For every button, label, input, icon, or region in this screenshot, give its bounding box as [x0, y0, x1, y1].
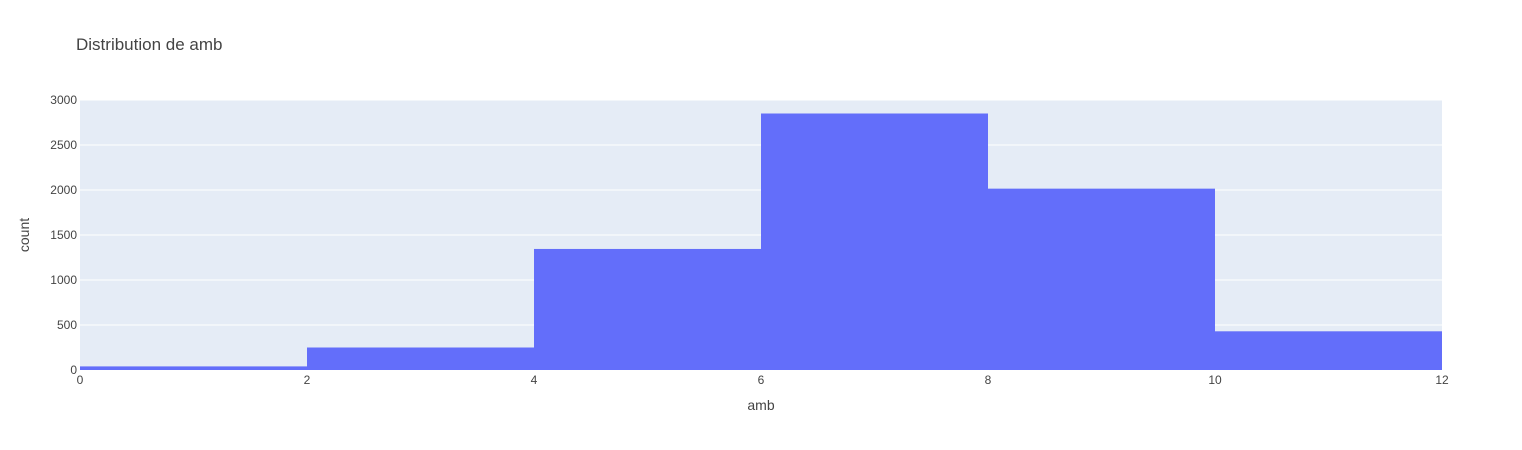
bars [80, 113, 1442, 370]
y-tick-label: 0 [70, 363, 77, 377]
histogram-bar [1215, 331, 1442, 370]
histogram-bar [80, 366, 307, 370]
x-tick-label: 12 [1435, 373, 1449, 387]
histogram-bar [534, 248, 761, 370]
chart-title: Distribution de amb [76, 35, 222, 54]
x-tick-label: 8 [985, 373, 992, 387]
x-axis-ticks: 0 2 4 6 8 10 12 [77, 373, 1449, 387]
x-tick-label: 6 [758, 373, 765, 387]
y-tick-label: 500 [57, 318, 77, 332]
histogram-bar [307, 347, 534, 370]
x-tick-label: 0 [77, 373, 84, 387]
y-axis-label: count [16, 218, 32, 252]
x-tick-label: 10 [1208, 373, 1222, 387]
x-tick-label: 4 [531, 373, 538, 387]
histogram-bar [988, 188, 1215, 370]
x-axis-label: amb [747, 397, 774, 413]
x-tick-label: 2 [304, 373, 311, 387]
y-axis-ticks: 0 500 1000 1500 2000 2500 3000 [50, 93, 77, 377]
y-tick-label: 1000 [50, 273, 77, 287]
y-tick-label: 3000 [50, 93, 77, 107]
y-tick-label: 2000 [50, 183, 77, 197]
histogram-bar [761, 113, 988, 370]
y-tick-label: 2500 [50, 138, 77, 152]
y-tick-label: 1500 [50, 228, 77, 242]
